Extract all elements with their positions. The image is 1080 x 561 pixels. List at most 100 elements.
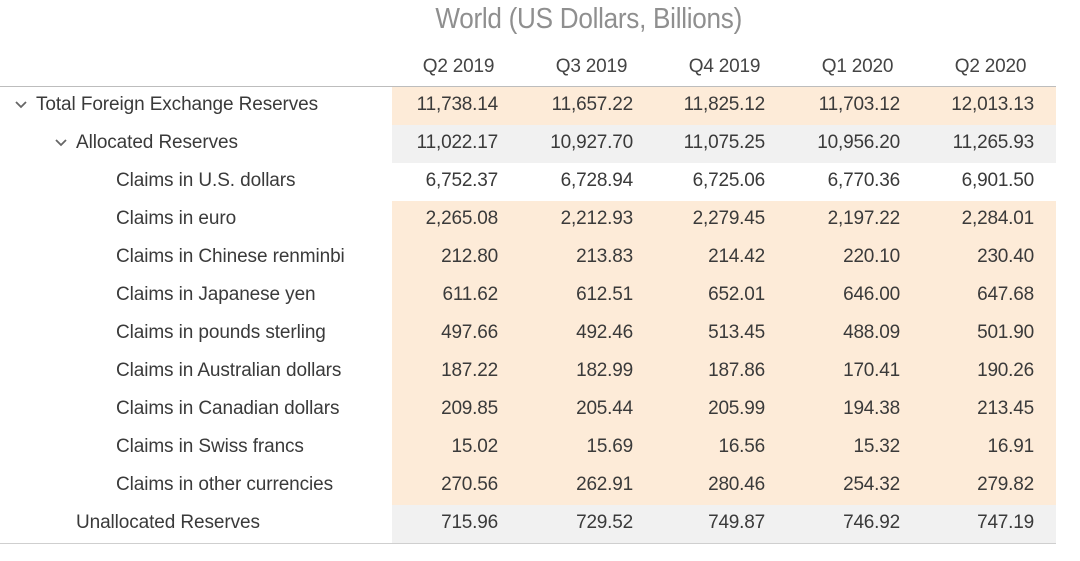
row-values: 187.22 182.99 187.86 170.41 190.26 — [392, 353, 1056, 391]
table-cell: 10,956.20 — [817, 132, 900, 153]
row-label-claims-renminbi: Claims in Chinese renminbi — [116, 246, 345, 267]
table-cell: 647.68 — [977, 284, 1034, 305]
table-cell: 11,825.12 — [683, 94, 766, 115]
table-cell: 747.19 — [977, 512, 1034, 533]
reserves-table: Total Foreign Exchange Reserves 11,738.1… — [0, 87, 1056, 543]
table-cell: 15.69 — [586, 436, 633, 457]
row-values: 11,738.14 11,657.22 11,825.12 11,703.12 … — [392, 87, 1056, 125]
table-cell: 2,197.22 — [827, 208, 901, 229]
table-cell: 612.51 — [576, 284, 633, 305]
table-cell: 11,703.12 — [818, 94, 901, 115]
table-cell: 11,657.22 — [551, 94, 634, 115]
table-row-claims-other[interactable]: Claims in other currencies 270.56 262.91… — [0, 467, 1056, 505]
row-values: 270.56 262.91 280.46 254.32 279.82 — [392, 467, 1056, 505]
table-row-claims-euro[interactable]: Claims in euro 2,265.08 2,212.93 2,279.4… — [0, 201, 1056, 239]
table-cell: 213.45 — [977, 398, 1034, 419]
row-label-claims-cad: Claims in Canadian dollars — [116, 398, 340, 419]
table-row-allocated-reserves[interactable]: Allocated Reserves 11,022.17 10,927.70 1… — [0, 125, 1056, 163]
table-cell: 6,770.36 — [827, 170, 901, 191]
chevron-down-icon[interactable] — [54, 138, 70, 148]
table-row-claims-cad[interactable]: Claims in Canadian dollars 209.85 205.44… — [0, 391, 1056, 429]
table-cell: 501.90 — [977, 322, 1034, 343]
row-values: 2,265.08 2,212.93 2,279.45 2,197.22 2,28… — [392, 201, 1056, 239]
table-cell: 205.99 — [708, 398, 765, 419]
table-row-claims-renminbi[interactable]: Claims in Chinese renminbi 212.80 213.83… — [0, 239, 1056, 277]
row-values: 497.66 492.46 513.45 488.09 501.90 — [392, 315, 1056, 353]
table-row-total-reserves[interactable]: Total Foreign Exchange Reserves 11,738.1… — [0, 87, 1056, 125]
table-cell: 16.91 — [987, 436, 1034, 457]
row-label-claims-yen: Claims in Japanese yen — [116, 284, 316, 305]
table-cell: 10,927.70 — [550, 132, 633, 153]
table-cell: 230.40 — [977, 246, 1034, 267]
table-cell: 646.00 — [843, 284, 900, 305]
column-header-q2-2019[interactable]: Q2 2019 — [422, 56, 495, 77]
table-bottom-divider — [0, 543, 1056, 544]
row-label-total-reserves[interactable]: Total Foreign Exchange Reserves — [14, 87, 318, 125]
row-label-claims-euro: Claims in euro — [116, 208, 237, 229]
table-row-claims-sterling[interactable]: Claims in pounds sterling 497.66 492.46 … — [0, 315, 1056, 353]
table-cell: 209.85 — [441, 398, 498, 419]
table-cell: 2,279.45 — [692, 208, 766, 229]
row-label-claims-chf: Claims in Swiss francs — [116, 436, 304, 457]
table-cell: 212.80 — [441, 246, 498, 267]
table-cell: 488.09 — [843, 322, 900, 343]
table-cell: 187.22 — [441, 360, 498, 381]
row-label-claims-other: Claims in other currencies — [116, 474, 334, 495]
table-cell: 11,265.93 — [952, 132, 1035, 153]
table-cell: 190.26 — [977, 360, 1034, 381]
table-row-unallocated-reserves[interactable]: Unallocated Reserves 715.96 729.52 749.8… — [0, 505, 1056, 543]
table-row-claims-chf[interactable]: Claims in Swiss francs 15.02 15.69 16.56… — [0, 429, 1056, 467]
table-cell: 2,212.93 — [560, 208, 634, 229]
table-cell: 6,725.06 — [692, 170, 766, 191]
table-cell: 2,265.08 — [425, 208, 499, 229]
table-cell: 205.44 — [576, 398, 633, 419]
row-label-text: Allocated Reserves — [76, 132, 238, 153]
table-title: World (US Dollars, Billions) — [435, 3, 742, 35]
row-values: 15.02 15.69 16.56 15.32 16.91 — [392, 429, 1056, 467]
table-cell: 194.38 — [843, 398, 900, 419]
table-cell: 2,284.01 — [961, 208, 1035, 229]
table-cell: 11,075.25 — [683, 132, 766, 153]
row-label-claims-aud: Claims in Australian dollars — [116, 360, 342, 381]
table-cell: 497.66 — [441, 322, 498, 343]
table-cell: 220.10 — [843, 246, 900, 267]
table-cell: 270.56 — [441, 474, 498, 495]
table-cell: 715.96 — [441, 512, 498, 533]
row-values: 209.85 205.44 205.99 194.38 213.45 — [392, 391, 1056, 429]
table-cell: 262.91 — [576, 474, 633, 495]
table-cell: 15.32 — [853, 436, 900, 457]
table-cell: 492.46 — [576, 322, 633, 343]
chevron-down-icon[interactable] — [14, 100, 30, 110]
table-cell: 6,728.94 — [560, 170, 634, 191]
table-row-claims-usd[interactable]: Claims in U.S. dollars 6,752.37 6,728.94… — [0, 163, 1056, 201]
header-divider — [0, 86, 1056, 87]
table-row-claims-aud[interactable]: Claims in Australian dollars 187.22 182.… — [0, 353, 1056, 391]
table-cell: 213.83 — [576, 246, 633, 267]
row-label-claims-sterling: Claims in pounds sterling — [116, 322, 326, 343]
row-values: 212.80 213.83 214.42 220.10 230.40 — [392, 239, 1056, 277]
table-cell: 214.42 — [708, 246, 765, 267]
column-header-q1-2020[interactable]: Q1 2020 — [821, 56, 894, 77]
table-cell: 12,013.13 — [951, 94, 1034, 115]
row-values: 611.62 612.51 652.01 646.00 647.68 — [392, 277, 1056, 315]
row-label-claims-usd: Claims in U.S. dollars — [116, 170, 296, 191]
table-cell: 170.41 — [843, 360, 900, 381]
table-cell: 513.45 — [708, 322, 765, 343]
column-header-q2-2020[interactable]: Q2 2020 — [954, 56, 1027, 77]
row-values: 6,752.37 6,728.94 6,725.06 6,770.36 6,90… — [392, 163, 1056, 201]
column-headers: Q2 2019 Q3 2019 Q4 2019 Q1 2020 Q2 2020 — [392, 48, 1056, 86]
row-label-text: Total Foreign Exchange Reserves — [36, 94, 319, 115]
column-header-q3-2019[interactable]: Q3 2019 — [555, 56, 628, 77]
table-cell: 652.01 — [708, 284, 765, 305]
table-cell: 254.32 — [843, 474, 900, 495]
row-values: 715.96 729.52 749.87 746.92 747.19 — [392, 505, 1056, 543]
column-header-q4-2019[interactable]: Q4 2019 — [688, 56, 761, 77]
row-label-allocated-reserves[interactable]: Allocated Reserves — [54, 125, 238, 163]
row-label-unallocated-reserves: Unallocated Reserves — [76, 512, 260, 533]
table-row-claims-yen[interactable]: Claims in Japanese yen 611.62 612.51 652… — [0, 277, 1056, 315]
table-cell: 749.87 — [708, 512, 765, 533]
table-cell: 11,022.17 — [416, 132, 499, 153]
row-values: 11,022.17 10,927.70 11,075.25 10,956.20 … — [392, 125, 1056, 163]
table-cell: 6,901.50 — [961, 170, 1035, 191]
table-cell: 6,752.37 — [425, 170, 499, 191]
